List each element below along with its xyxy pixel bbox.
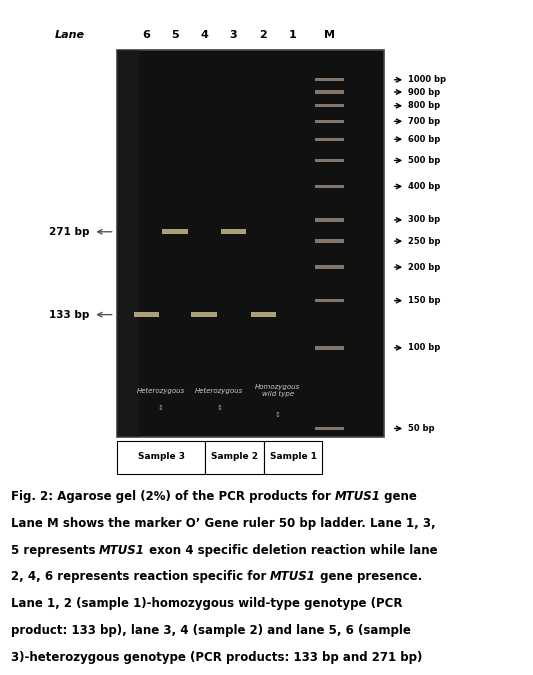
Text: Lane M shows the marker O’ Gene ruler 50 bp ladder. Lane 1, 3,: Lane M shows the marker O’ Gene ruler 50…	[11, 516, 435, 530]
Text: 1000 bp: 1000 bp	[408, 76, 446, 84]
Text: 4: 4	[200, 30, 208, 40]
Text: 6: 6	[143, 30, 150, 40]
Bar	[314, 159, 344, 162]
Text: Heterozygous: Heterozygous	[195, 388, 243, 394]
Text: Fig. 2: Agarose gel (2%) of the PCR products for: Fig. 2: Agarose gel (2%) of the PCR prod…	[11, 490, 335, 503]
Text: 250 bp: 250 bp	[408, 237, 440, 246]
Bar	[264, 441, 322, 474]
Bar	[314, 265, 344, 269]
Bar	[191, 312, 217, 317]
Text: M: M	[324, 30, 335, 40]
Text: 50 bp: 50 bp	[408, 424, 434, 433]
Bar	[314, 119, 344, 123]
Bar	[314, 90, 344, 94]
Text: product: 133 bp), lane 3, 4 (sample 2) and lane 5, 6 (sample: product: 133 bp), lane 3, 4 (sample 2) a…	[11, 624, 410, 637]
Text: 2, 4, 6 represents reaction specific for: 2, 4, 6 represents reaction specific for	[11, 570, 270, 583]
Bar	[314, 427, 344, 430]
Text: 133 bp: 133 bp	[49, 310, 90, 319]
Bar	[162, 230, 188, 234]
Text: 2: 2	[260, 30, 267, 40]
Bar	[117, 50, 139, 437]
Text: gene: gene	[381, 490, 417, 503]
Text: Lane 1, 2 (sample 1)-homozygous wild-type genotype (PCR: Lane 1, 2 (sample 1)-homozygous wild-typ…	[11, 597, 402, 610]
Text: 800 bp: 800 bp	[408, 101, 440, 110]
Text: 600 bp: 600 bp	[408, 135, 440, 144]
Bar	[314, 299, 344, 302]
Text: 5: 5	[171, 30, 179, 40]
Text: Sample 2: Sample 2	[211, 452, 258, 461]
Text: 300 bp: 300 bp	[408, 215, 440, 224]
Text: 3)-heterozygous genotype (PCR products: 133 bp and 271 bp): 3)-heterozygous genotype (PCR products: …	[11, 651, 422, 664]
Text: 1: 1	[288, 30, 296, 40]
Text: ↕: ↕	[158, 405, 164, 411]
Text: Heterozygous: Heterozygous	[137, 388, 185, 394]
Text: Sample 3: Sample 3	[138, 452, 185, 461]
Bar	[314, 240, 344, 243]
Bar	[314, 104, 344, 107]
Text: ↕: ↕	[274, 412, 281, 417]
Text: Homozygous
wild type: Homozygous wild type	[255, 384, 300, 397]
Text: 200 bp: 200 bp	[408, 263, 440, 271]
Text: MTUS1: MTUS1	[335, 490, 381, 503]
Text: Sample 1: Sample 1	[270, 452, 317, 461]
Bar	[314, 218, 344, 221]
Text: 900 bp: 900 bp	[408, 88, 440, 97]
Bar	[221, 230, 246, 234]
Text: 500 bp: 500 bp	[408, 156, 440, 165]
Text: 100 bp: 100 bp	[408, 344, 440, 352]
Bar	[314, 185, 344, 188]
Text: Lane: Lane	[54, 30, 84, 40]
Bar	[314, 138, 344, 141]
Bar	[117, 50, 384, 437]
Text: 150 bp: 150 bp	[408, 296, 440, 305]
Text: MTUS1: MTUS1	[99, 543, 145, 557]
Text: MTUS1: MTUS1	[270, 570, 316, 583]
Bar	[205, 441, 264, 474]
Bar	[314, 346, 344, 350]
Text: 271 bp: 271 bp	[49, 227, 90, 237]
Text: 400 bp: 400 bp	[408, 182, 440, 191]
Text: ↕: ↕	[216, 405, 222, 411]
Text: 5 represents: 5 represents	[11, 543, 99, 557]
Text: 700 bp: 700 bp	[408, 117, 440, 126]
Bar	[251, 312, 276, 317]
Bar	[314, 78, 344, 82]
Text: 3: 3	[230, 30, 237, 40]
Text: exon 4 specific deletion reaction while lane: exon 4 specific deletion reaction while …	[145, 543, 438, 557]
Bar	[117, 441, 205, 474]
Text: gene presence.: gene presence.	[316, 570, 422, 583]
Bar	[134, 312, 159, 317]
